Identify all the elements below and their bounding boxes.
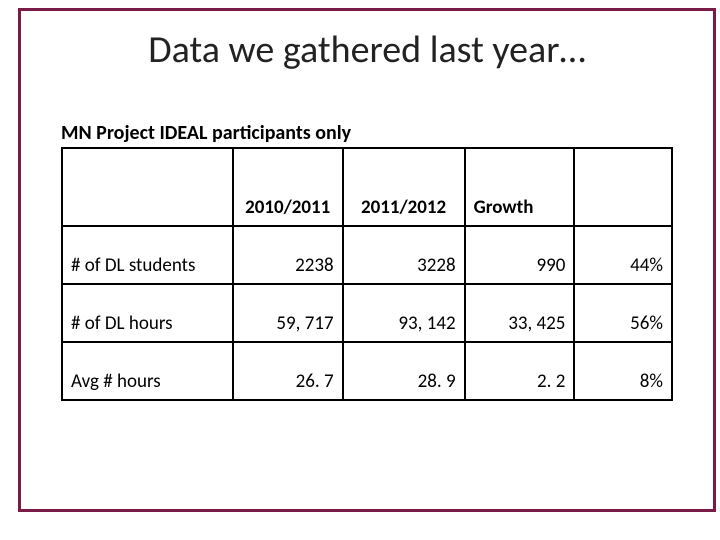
cell: 3228 (343, 226, 465, 284)
cell: 26. 7 (233, 342, 343, 400)
cell: 59, 717 (233, 284, 343, 342)
col-header-blank (62, 148, 233, 226)
cell: 8% (574, 342, 672, 400)
cell: 990 (465, 226, 575, 284)
col-header-growth: Growth (465, 148, 575, 226)
row-label: # of DL students (62, 226, 233, 284)
table-header-row: 2010/2011 2011/2012 Growth (62, 148, 672, 226)
data-table-container: 2010/2011 2011/2012 Growth # of DL stude… (61, 147, 673, 401)
cell: 93, 142 (343, 284, 465, 342)
table-row: # of DL students 2238 3228 990 44% (62, 226, 672, 284)
col-header-pct (574, 148, 672, 226)
cell: 28. 9 (343, 342, 465, 400)
data-table: 2010/2011 2011/2012 Growth # of DL stude… (61, 147, 673, 401)
cell: 56% (574, 284, 672, 342)
row-label: Avg # hours (62, 342, 233, 400)
col-header-2010-2011: 2010/2011 (233, 148, 343, 226)
cell: 33, 425 (465, 284, 575, 342)
cell: 44% (574, 226, 672, 284)
cell: 2238 (233, 226, 343, 284)
subtitle: MN Project IDEAL participants only (61, 121, 703, 147)
table-row: Avg # hours 26. 7 28. 9 2. 2 8% (62, 342, 672, 400)
row-label: # of DL hours (62, 284, 233, 342)
col-header-2011-2012: 2011/2012 (343, 148, 465, 226)
table-row: # of DL hours 59, 717 93, 142 33, 425 56… (62, 284, 672, 342)
slide-frame: Data we gathered last year… MN Project I… (18, 8, 716, 512)
page-title: Data we gathered last year… (31, 27, 703, 73)
cell: 2. 2 (465, 342, 575, 400)
